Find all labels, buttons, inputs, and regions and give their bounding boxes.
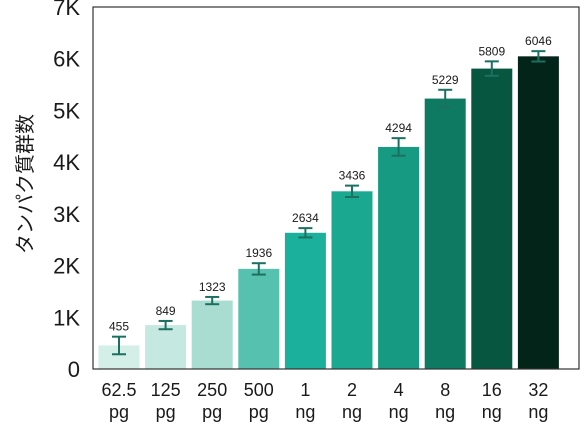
category-label: ng <box>482 402 502 422</box>
data-label: 2634 <box>292 211 319 225</box>
bar <box>424 98 466 369</box>
category-label: 125 <box>151 380 181 400</box>
data-label: 3436 <box>339 169 366 183</box>
error-bar <box>251 262 266 276</box>
bar <box>517 56 559 370</box>
error-bar <box>112 335 126 356</box>
y-tick-label: 7K <box>53 0 80 20</box>
category-label: pg <box>249 402 269 422</box>
data-label: 4294 <box>385 121 412 135</box>
category-label: pg <box>202 402 222 422</box>
category-label: 16 <box>482 380 502 400</box>
error-bar <box>158 319 173 331</box>
category-labels-group: 62.5pg125pg250pg500pg1ng2ng4ng8ng16ng32n… <box>101 380 548 422</box>
y-tick-label: 2K <box>53 254 80 279</box>
bar <box>238 268 280 369</box>
bar <box>145 325 187 369</box>
y-tick-label: 5K <box>53 98 80 123</box>
data-label: 6046 <box>525 34 552 48</box>
category-label: pg <box>156 402 176 422</box>
category-label: 4 <box>394 380 404 400</box>
y-tick-label: 6K <box>53 47 80 72</box>
y-tick-labels: 0 1K 2K 3K 4K 5K 6K 7K <box>53 0 80 382</box>
y-tick-label: 0 <box>68 357 80 382</box>
data-label: 1936 <box>245 246 272 260</box>
error-bar <box>298 227 313 239</box>
category-label: ng <box>389 402 409 422</box>
error-bars-group <box>112 50 546 356</box>
data-label: 455 <box>109 320 129 334</box>
bar <box>284 232 326 369</box>
bar <box>98 345 140 369</box>
error-bar <box>391 137 406 157</box>
category-label: 2 <box>347 380 357 400</box>
category-label: 500 <box>244 380 274 400</box>
error-bar <box>484 60 499 77</box>
category-label: pg <box>109 402 129 422</box>
bar <box>331 191 373 369</box>
bar <box>471 68 513 370</box>
category-label: 250 <box>197 380 227 400</box>
data-label: 5809 <box>478 44 505 58</box>
y-axis-title: タンパク質群数 <box>13 114 37 254</box>
category-label: ng <box>435 402 455 422</box>
data-label: 5229 <box>432 73 459 87</box>
category-label: 1 <box>300 380 310 400</box>
data-label: 849 <box>156 304 176 318</box>
error-bar <box>438 88 453 109</box>
data-label: 1323 <box>199 280 226 294</box>
category-label: ng <box>342 402 362 422</box>
y-tick-label: 4K <box>53 150 80 175</box>
category-label: 32 <box>528 380 548 400</box>
category-label: ng <box>528 402 548 422</box>
bars-group <box>98 56 559 370</box>
error-bar <box>205 295 220 306</box>
data-labels-group: 455 849 1323 1936 2634 3436 4294 5229 5809 6046 <box>109 34 552 334</box>
error-bar <box>531 50 546 63</box>
plot-frame <box>92 6 580 370</box>
y-tick-label: 1K <box>53 305 80 330</box>
category-label: 8 <box>440 380 450 400</box>
error-bar <box>345 184 359 198</box>
bar <box>191 300 233 369</box>
category-label: 62.5 <box>101 380 136 400</box>
y-tick-label: 3K <box>53 202 80 227</box>
category-label: ng <box>295 402 315 422</box>
bar <box>378 146 420 369</box>
